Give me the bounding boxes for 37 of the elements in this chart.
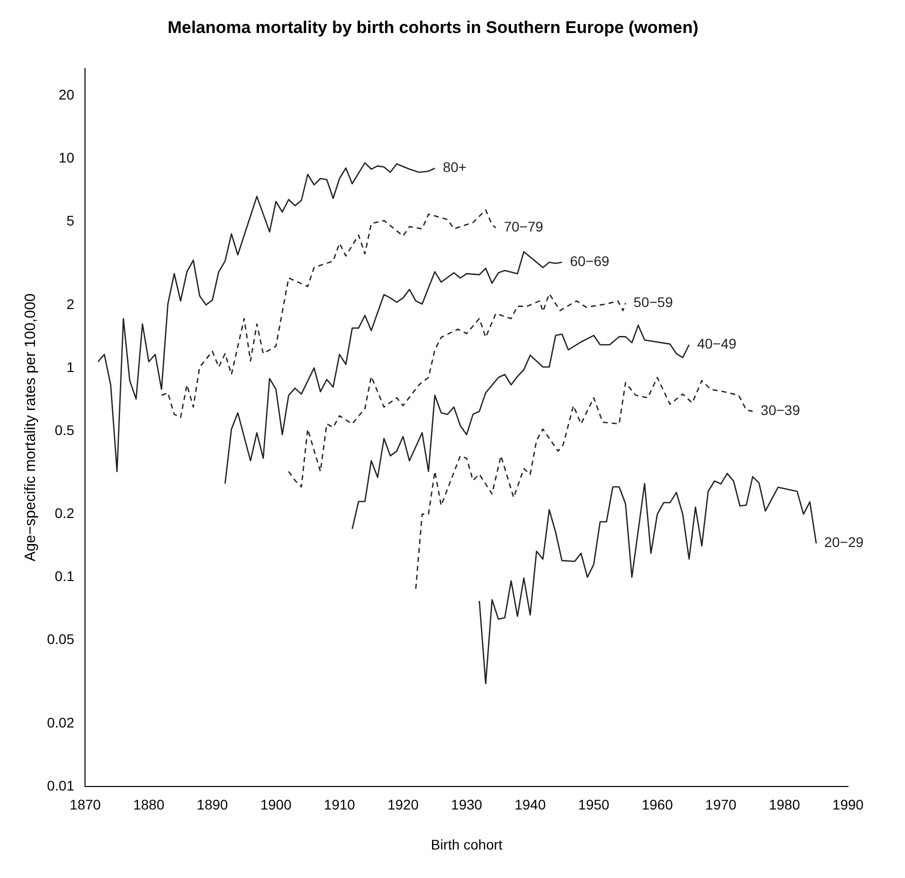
x-tick-label: 1960: [642, 796, 674, 813]
y-tick-label: 2: [66, 296, 74, 312]
series-label: 60−69: [570, 253, 610, 270]
y-tick-label: 0.01: [47, 777, 74, 794]
x-tick-label: 1880: [133, 796, 165, 813]
x-tick-label: 1940: [514, 796, 546, 813]
x-tick-label: 1950: [578, 796, 610, 813]
x-tick-label: 1910: [324, 796, 356, 813]
series-label: 20−29: [824, 534, 864, 550]
line-series: [288, 293, 626, 488]
x-tick-label: 1930: [451, 796, 482, 813]
chart-title: Melanoma mortality by birth cohorts in Southern Europe (women): [168, 18, 698, 37]
series-label: 40−49: [697, 336, 737, 352]
x-axis-title: Birth cohort: [430, 836, 503, 852]
x-tick-label: 1870: [70, 796, 102, 813]
y-axis-title: Age−specific mortality rates per 100,000: [22, 293, 40, 562]
series-label: 30−39: [760, 402, 800, 418]
y-tick-label: 0.02: [47, 714, 74, 730]
line-series: [160, 209, 497, 418]
x-tick-label: 1890: [196, 796, 228, 813]
y-tick-label: 10: [58, 150, 74, 166]
series-label: 80+: [442, 159, 467, 176]
line-series: [415, 376, 754, 590]
x-tick-label: 1920: [387, 796, 419, 813]
y-tick-label: 0.2: [54, 505, 74, 522]
y-tick-label: 0.1: [54, 568, 74, 584]
y-tick-label: 20: [58, 86, 74, 103]
y-tick-label: 1: [66, 358, 74, 375]
y-tick-label: 0.05: [47, 631, 74, 648]
y-tick-label: 0.5: [54, 422, 74, 438]
x-tick-label: 1900: [260, 796, 292, 813]
series-label: 70−79: [504, 218, 544, 235]
series-label: 50−59: [634, 294, 674, 310]
x-tick-label: 1990: [832, 796, 864, 813]
x-tick-label: 1980: [768, 796, 800, 813]
x-tick-label: 1970: [705, 796, 737, 813]
y-tick-label: 5: [66, 212, 74, 229]
